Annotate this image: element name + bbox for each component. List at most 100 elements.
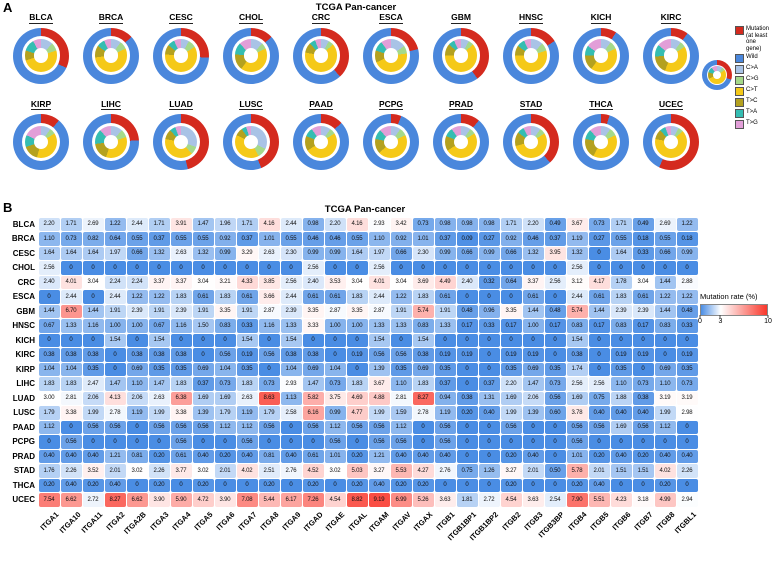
donut-hole xyxy=(593,48,609,63)
heatmap-cell-UCEC-ITGB3BP: 2.54 xyxy=(544,493,566,507)
cancer-name-label: KICH xyxy=(590,12,612,24)
heatmap-cell-CHOL-ITGA1: 2.56 xyxy=(38,261,60,275)
heatmap-cell-PCPG-ITGB8: 0 xyxy=(654,435,676,449)
heatmap-cell-LIHC-ITGA2B: 1.10 xyxy=(126,377,148,391)
heatmap-cell-CESC-ITGB1BP2: 0.99 xyxy=(478,246,500,260)
heatmap-cell-LUAD-ITGA6: 1.69 xyxy=(214,391,236,405)
heatmap-cell-BLCA-ITGAX: 0.73 xyxy=(412,217,434,231)
heatmap-cell-THCA-ITGB3: 0 xyxy=(522,478,544,492)
heatmap-cell-ESCA-ITGA8: 3.66 xyxy=(258,290,280,304)
heatmap-cell-STAD-ITGAM: 3.27 xyxy=(368,464,390,478)
heatmap-cell-PAAD-ITGA5: 0.56 xyxy=(192,420,214,434)
donut-KIRP: KIRP xyxy=(13,99,69,170)
heatmap-cell-CHOL-ITGB5: 0 xyxy=(588,261,610,275)
heatmap-cell-PCPG-ITGB1: 0.56 xyxy=(434,435,456,449)
heatmap-cell-PCPG-ITGA3: 0 xyxy=(148,435,170,449)
heatmap-cell-HNSC-ITGA2B: 1.00 xyxy=(126,319,148,333)
legend-item-wild: Wild xyxy=(735,54,773,64)
heatmap-cell-CHOL-ITGB3BP: 0 xyxy=(544,261,566,275)
heatmap-cell-BRCA-ITGAE: 0.46 xyxy=(324,232,346,246)
heatmap-cell-LUAD-ITGB7: 0.38 xyxy=(632,391,654,405)
row-label-GBM: GBM xyxy=(16,306,35,316)
heatmap-cell-BLCA-ITGB5: 0.73 xyxy=(588,217,610,231)
row-label-THCA: THCA xyxy=(12,480,35,490)
cancer-name-label: CESC xyxy=(169,12,193,24)
row-label-KICH: KICH xyxy=(15,335,35,345)
heatmap-cell-PRAD-ITGAE: 1.01 xyxy=(324,449,346,463)
heatmap-cell-UCEC-ITGA10: 6.62 xyxy=(60,493,82,507)
donut-chart-PRAD xyxy=(433,114,489,170)
heatmap-cell-BLCA-ITGB7: 0.49 xyxy=(632,217,654,231)
heatmap-cell-LUSC-ITGA9: 2.58 xyxy=(280,406,302,420)
heatmap-cell-KICH-ITGA10: 0 xyxy=(60,333,82,347)
heatmap-cell-UCEC-ITGB8: 4.99 xyxy=(654,493,676,507)
heatmap-cell-STAD-ITGBL1: 2.26 xyxy=(676,464,698,478)
cancer-name-label: GBM xyxy=(451,12,471,24)
donut-hole xyxy=(173,134,189,150)
heatmap-cell-KIRP-ITGA3: 0.35 xyxy=(148,362,170,376)
heatmap-cell-KICH-ITGB3: 0 xyxy=(522,333,544,347)
cancer-name-label: STAD xyxy=(519,98,543,110)
heatmap-cell-KICH-ITGAV: 0 xyxy=(390,333,412,347)
heatmap-cell-UCEC-ITGA6: 3.90 xyxy=(214,493,236,507)
donut-chart-UCEC xyxy=(643,114,699,170)
heatmap-cell-UCEC-ITGAD: 7.26 xyxy=(302,493,324,507)
heatmap-cell-LUAD-ITGA11: 2.06 xyxy=(82,391,104,405)
heatmap-cell-LUSC-ITGAE: 0.99 xyxy=(324,406,346,420)
heatmap-cell-PCPG-ITGB4: 0.56 xyxy=(566,435,588,449)
heatmap-cell-BLCA-ITGA5: 1.47 xyxy=(192,217,214,231)
heatmap-cell-PRAD-ITGA7: 0.40 xyxy=(236,449,258,463)
heatmap-cell-ESCA-ITGAM: 2.44 xyxy=(368,290,390,304)
donut-CHOL: CHOL xyxy=(223,13,279,84)
heatmap-cell-CRC-ITGB6: 1.78 xyxy=(610,275,632,289)
heatmap-cell-BLCA-ITGA2B: 2.44 xyxy=(126,217,148,231)
heatmap-cell-HNSC-ITGAV: 1.33 xyxy=(390,319,412,333)
heatmap-cell-CRC-ITGA4: 3.37 xyxy=(170,275,192,289)
heatmap-cell-KIRC-ITGA8: 0.56 xyxy=(258,348,280,362)
heatmap-cell-BRCA-ITGA8: 1.01 xyxy=(258,232,280,246)
heatmap-cell-CESC-ITGB4: 1.32 xyxy=(566,246,588,260)
panel-a-legend: Mutation (at least one gene) Wild C>A C>G C>… xyxy=(735,26,773,130)
heatmap-cell-UCEC-ITGA5: 4.72 xyxy=(192,493,214,507)
heatmap-cell-LUSC-ITGAM: 1.99 xyxy=(368,406,390,420)
heatmap-cell-ESCA-ITGA5: 0.61 xyxy=(192,290,214,304)
heatmap-cell-GBM-ITGA11: 1.44 xyxy=(82,304,104,318)
heatmap-cell-ESCA-ITGA6: 1.83 xyxy=(214,290,236,304)
heatmap-cell-KIRP-ITGAL: 0 xyxy=(346,362,368,376)
colorbar-tick-mark xyxy=(767,315,769,318)
heatmap-cell-BRCA-ITGA7: 0.37 xyxy=(236,232,258,246)
heatmap-cell-CESC-ITGA9: 2.30 xyxy=(280,246,302,260)
heatmap-cell-UCEC-ITGB5: 5.51 xyxy=(588,493,610,507)
heatmap-cell-PAAD-ITGA10: 0 xyxy=(60,420,82,434)
heatmap-cell-UCEC-ITGAE: 4.54 xyxy=(324,493,346,507)
heatmap-cell-PRAD-ITGA3: 0.20 xyxy=(148,449,170,463)
heatmap-cell-PCPG-ITGA11: 0 xyxy=(82,435,104,449)
heatmap-cell-BRCA-ITGA2B: 0.55 xyxy=(126,232,148,246)
col-label-ITGA3: ITGA3 xyxy=(148,510,171,532)
heatmap-cell-THCA-ITGA1: 0.20 xyxy=(38,478,60,492)
heatmap-cell-KIRC-ITGB1BP2: 0 xyxy=(478,348,500,362)
heatmap-cell-PCPG-ITGAX: 0 xyxy=(412,435,434,449)
heatmap-cell-UCEC-ITGB1: 3.63 xyxy=(434,493,456,507)
heatmap-cell-LIHC-ITGB3BP: 0.73 xyxy=(544,377,566,391)
heatmap-cell-BLCA-ITGB1BP2: 0.98 xyxy=(478,217,500,231)
heatmap-cell-CRC-ITGA3: 3.37 xyxy=(148,275,170,289)
heatmap-cell-PRAD-ITGAM: 1.21 xyxy=(368,449,390,463)
donut-chart-CRC xyxy=(293,27,349,84)
heatmap-cell-PRAD-ITGB1: 0.40 xyxy=(434,449,456,463)
donut-hole xyxy=(33,48,49,63)
heatmap-cell-CRC-ITGA2B: 2.24 xyxy=(126,275,148,289)
donut-PAAD: PAAD xyxy=(293,99,349,170)
heatmap-cell-HNSC-ITGB4: 0.83 xyxy=(566,319,588,333)
heatmap-cell-KIRP-ITGB1BP2: 0 xyxy=(478,362,500,376)
heatmap-cell-CHOL-ITGA10: 0 xyxy=(60,261,82,275)
heatmap-cell-ESCA-ITGA9: 2.44 xyxy=(280,290,302,304)
heatmap-cell-ESCA-ITGAX: 1.83 xyxy=(412,290,434,304)
cancer-name-label: HNSC xyxy=(518,12,544,24)
donut-hole xyxy=(383,134,399,150)
donut-chart-THCA xyxy=(573,114,629,170)
heatmap-cell-ESCA-ITGA1: 0 xyxy=(38,290,60,304)
heatmap-cell-CHOL-ITGB4: 2.56 xyxy=(566,261,588,275)
heatmap-cell-HNSC-ITGBL1: 0.33 xyxy=(676,319,698,333)
heatmap-cell-CESC-ITGB2: 0.66 xyxy=(500,246,522,260)
